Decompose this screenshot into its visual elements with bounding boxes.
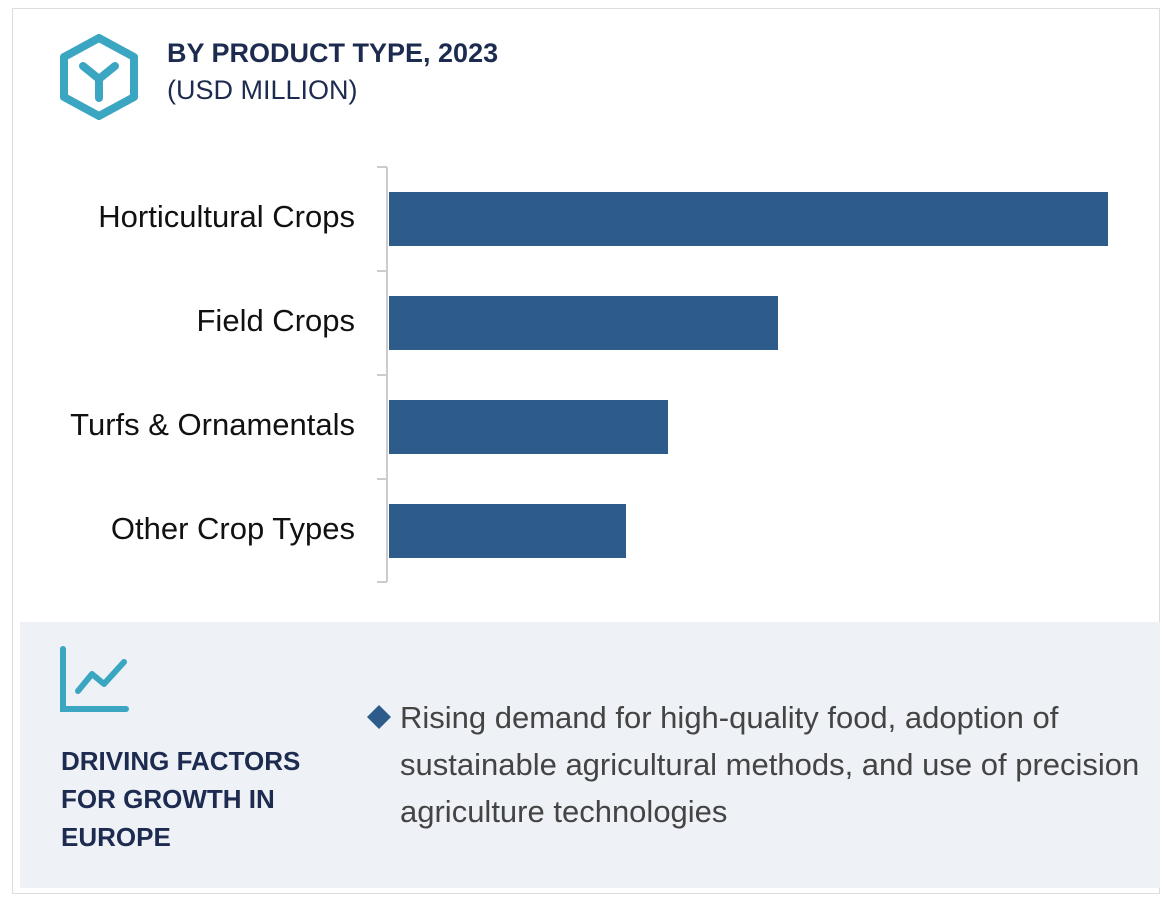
category-label: Horticultural Crops (98, 199, 355, 234)
category-label: Turfs & Ornamentals (70, 407, 355, 442)
bar (389, 192, 1108, 246)
subtitle: (USD MILLION) (167, 75, 358, 105)
bar (389, 504, 626, 558)
drivers-panel: DRIVING FACTORS FOR GROWTH IN EUROPE Ris… (20, 622, 1160, 888)
bar (389, 296, 778, 350)
bar (389, 400, 668, 454)
growth-icon (60, 646, 129, 712)
title: BY PRODUCT TYPE, 2023 (167, 38, 499, 68)
driver-text: Rising demand for high-quality food, ado… (400, 700, 1140, 829)
chart: Horticultural Crops Field Crops Turfs & Or… (70, 166, 1108, 583)
frame (12, 8, 1160, 894)
drivers-heading: DRIVING FACTORS FOR GROWTH IN EUROPE (61, 746, 301, 852)
category-label: Other Crop Types (111, 511, 355, 546)
product-icon (60, 34, 138, 120)
bullet-diamond (367, 705, 391, 729)
category-label: Field Crops (197, 303, 356, 338)
